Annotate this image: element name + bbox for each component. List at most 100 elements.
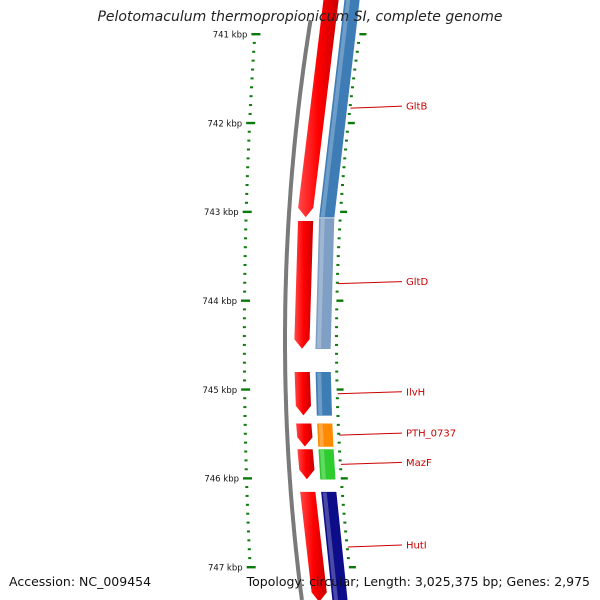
minor-tick-right [352,77,356,80]
minor-tick [243,263,247,266]
minor-tick-right [337,246,341,249]
minor-tick-right [335,326,339,329]
minor-tick [247,539,251,542]
minor-tick-right [335,335,339,338]
major-tick-right [348,566,356,569]
major-tick-right [340,477,348,480]
minor-tick [244,237,248,240]
minor-tick [245,486,249,489]
minor-tick-right [339,468,343,471]
major-tick-right [340,210,348,214]
minor-tick [242,352,246,355]
minor-tick [248,557,252,560]
minor-tick-right [349,95,353,98]
minor-tick [243,397,247,400]
minor-tick [243,379,247,382]
minor-tick-right [340,486,344,489]
minor-tick-right [345,539,349,542]
minor-tick [244,201,248,204]
minor-tick-right [354,59,358,62]
label-leader-line [350,105,403,109]
minor-tick-right [343,521,347,524]
feature-label: IlvH [406,387,425,398]
minor-tick-right [341,175,345,178]
kbp-label: 741 kbp [213,31,248,41]
minor-tick-right [341,503,345,506]
minor-tick-right [337,432,341,435]
minor-tick [245,192,249,195]
minor-tick-right [346,557,350,560]
feature-label: GltB [406,102,427,113]
feature-labels: GltB GltD IlvH PTH_0737 MazF HutI [337,102,456,552]
major-tick [242,210,252,214]
feature-highlight [318,424,324,447]
major-tick-right [359,33,367,36]
minor-tick [246,157,250,160]
minor-tick-right [338,228,342,231]
feature-label: GltD [406,277,428,288]
minor-tick-right [335,343,339,346]
minor-tick [248,112,252,115]
minor-tick [246,521,250,524]
minor-tick-right [350,86,354,89]
label-leader-line [340,461,403,465]
minor-tick-right [336,423,340,426]
minor-tick-right [335,317,339,320]
minor-tick-right [344,148,348,151]
minor-tick-right [336,272,340,275]
minor-tick [249,95,253,98]
red-strand-segment [296,448,316,481]
feature-pth-0737 [316,422,335,448]
feature-label: HutI [406,541,427,552]
minor-tick [251,59,255,62]
genome-backbone-arc [283,19,313,600]
minor-tick [251,68,255,71]
feature-huti [320,491,349,600]
minor-tick [245,494,249,497]
minor-tick [243,272,247,275]
major-tick-right [336,388,344,391]
minor-tick-right [344,530,348,533]
kbp-label: 746 kbp [204,475,239,485]
minor-tick-right [335,281,339,284]
minor-tick-right [345,130,349,133]
minor-tick-right [343,157,347,160]
accession-text: Accession: NC_009454 [9,574,152,589]
feature-ilvh [314,371,333,417]
feature-label: PTH_0737 [406,429,456,440]
minor-tick-right [337,237,341,240]
backbone-line [283,19,313,600]
red-strand-segment [293,220,315,351]
kbp-label: 742 kbp [208,119,243,129]
label-leader-line [347,544,403,548]
minor-tick [250,86,254,89]
minor-tick-right [340,192,344,195]
feature-gltd [314,217,336,350]
minor-tick [243,423,247,426]
minor-tick-right [345,548,349,551]
red-strand-segment [299,491,328,600]
minor-tick [246,530,250,533]
feature-track [314,0,361,600]
minor-tick-right [338,450,342,453]
minor-tick-right [342,512,346,515]
minor-tick [245,175,249,178]
kbp-label: 745 kbp [202,386,237,396]
major-tick [246,121,256,125]
minor-tick [242,370,246,373]
feature-highlight [320,0,351,217]
minor-tick [252,41,256,44]
feature-mazf [317,448,337,481]
minor-tick [249,104,253,107]
minor-tick [247,130,251,133]
major-tick-right [336,299,344,302]
minor-tick [244,459,248,462]
label-leader-line [339,432,403,436]
label-leader-line [337,281,403,285]
minor-tick-right [335,361,339,364]
minor-tick [244,450,248,453]
minor-tick [244,441,248,444]
minor-tick-right [342,166,346,169]
minor-tick [244,219,248,222]
minor-tick [246,148,250,151]
